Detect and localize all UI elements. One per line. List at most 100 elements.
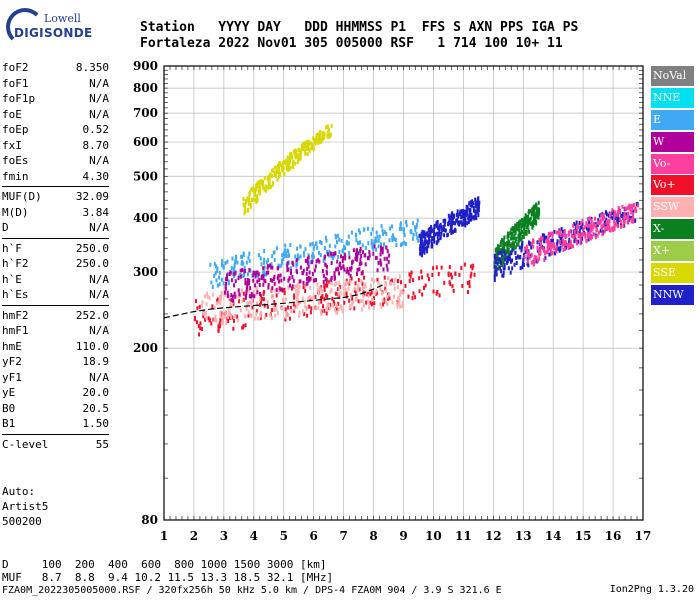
echo-point [247, 288, 250, 293]
echo-point [198, 304, 201, 309]
echo-point [476, 204, 479, 209]
echo-point [245, 307, 248, 312]
echo-point [285, 166, 288, 171]
echo-point [291, 260, 294, 265]
echo-point [361, 307, 364, 312]
echo-point [497, 245, 500, 250]
echo-point [410, 229, 413, 234]
echo-point [289, 242, 292, 247]
echo-point [461, 283, 464, 288]
echo-point [244, 323, 247, 328]
echo-point [293, 284, 296, 289]
echo-point [552, 244, 555, 249]
echo-point [450, 231, 453, 236]
echo-point [530, 241, 533, 246]
echo-point [607, 222, 610, 227]
echo-point [221, 258, 224, 263]
echo-point [472, 206, 475, 211]
echo-point [322, 273, 325, 278]
echo-point [430, 225, 433, 230]
echo-point [386, 294, 389, 299]
echo-point [414, 295, 417, 300]
echo-point [594, 235, 597, 240]
legend-item: NNW [651, 284, 694, 305]
echo-point [248, 268, 251, 273]
echo-point [575, 238, 578, 243]
echo-point [339, 261, 342, 266]
echo-point [298, 285, 301, 290]
echo-point [242, 261, 245, 266]
echo-point [262, 270, 265, 275]
echo-point [538, 211, 541, 216]
echo-point [448, 280, 451, 285]
freq-tick-label: 15 [575, 529, 592, 543]
footer-file-info: FZA0M_2022305005000.RSF / 320fx256h 50 k… [2, 585, 502, 596]
echo-point [326, 134, 329, 139]
echo-point [429, 233, 432, 238]
echo-point [312, 295, 315, 300]
echo-point [303, 312, 306, 317]
echo-point [314, 140, 317, 145]
echo-point [248, 294, 251, 299]
echo-point [493, 255, 496, 260]
echo-point [385, 282, 388, 287]
echo-point [224, 292, 227, 297]
echo-point [268, 181, 271, 186]
echo-point [393, 236, 396, 241]
echo-point [470, 264, 473, 269]
echo-point [279, 287, 282, 292]
echo-point [321, 294, 324, 299]
echo-point [596, 233, 599, 238]
echo-point [320, 312, 323, 317]
echo-point [387, 276, 390, 281]
freq-tick-label: 6 [310, 529, 318, 543]
echo-point [611, 208, 614, 213]
echo-point [468, 284, 471, 289]
echo-point [270, 316, 273, 321]
echo-point [613, 223, 616, 228]
echo-point [587, 229, 590, 234]
echo-point [240, 254, 243, 259]
echo-point [265, 312, 268, 317]
echo-point [464, 209, 467, 214]
echo-point [435, 291, 438, 296]
echo-point [291, 164, 294, 169]
echo-point [564, 241, 567, 246]
echo-point [315, 135, 318, 140]
echo-point [571, 244, 574, 249]
echo-point [506, 255, 509, 260]
freq-tick-label: 1 [160, 529, 168, 543]
echo-point [206, 294, 209, 299]
echo-point [278, 173, 281, 178]
echo-point [537, 207, 540, 212]
echo-point [325, 238, 328, 243]
echo-point [495, 251, 498, 256]
echo-point [361, 281, 364, 286]
echo-point [320, 299, 323, 304]
echo-point [498, 257, 501, 262]
echo-point [528, 255, 531, 260]
echo-point [210, 321, 213, 326]
echo-point [469, 213, 472, 218]
echo-point [207, 316, 210, 321]
echo-point [307, 264, 310, 269]
echo-point [262, 266, 265, 271]
height-tick-label: 500 [133, 169, 158, 183]
echo-point [454, 221, 457, 226]
echo-point [449, 282, 452, 287]
echo-point [439, 222, 442, 227]
echo-point [572, 223, 575, 228]
echo-point [357, 251, 360, 256]
param-value: 1.50 [82, 417, 110, 430]
echo-point [225, 320, 228, 325]
echo-point [299, 156, 302, 161]
echo-point [257, 189, 260, 194]
echo-point [412, 291, 415, 296]
echo-point [319, 287, 322, 292]
echo-point [212, 292, 215, 297]
echo-point [447, 273, 450, 278]
echo-point [457, 220, 460, 225]
virtual-height-trace [163, 284, 383, 319]
echo-point [254, 274, 257, 279]
echo-point [297, 290, 300, 295]
